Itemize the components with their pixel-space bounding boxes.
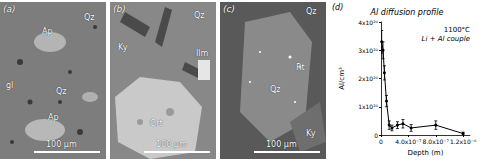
html-text:(c): (c) xyxy=(223,4,235,14)
html-text:(b): (b) xyxy=(113,4,126,14)
svg-text:Al/cm³: Al/cm³ xyxy=(338,67,346,90)
svg-text:(d): (d) xyxy=(332,3,343,12)
svg-text:3x10²⁰: 3x10²⁰ xyxy=(358,47,378,54)
html-text:Grt: Grt xyxy=(150,119,163,128)
svg-text:1x10²⁰: 1x10²⁰ xyxy=(358,103,378,110)
svg-text:Li + Al couple: Li + Al couple xyxy=(422,35,470,43)
html-text:100 μm: 100 μm xyxy=(156,140,187,149)
svg-text:0: 0 xyxy=(379,138,383,145)
svg-text:2x10²⁰: 2x10²⁰ xyxy=(358,75,378,82)
html-text:gl: gl xyxy=(6,81,14,90)
html-text:Qz: Qz xyxy=(194,11,205,20)
svg-text:1.2x10⁻⁶: 1.2x10⁻⁶ xyxy=(450,138,477,145)
html-text:Rt: Rt xyxy=(296,63,305,72)
html-text:100 μm: 100 μm xyxy=(46,140,77,149)
html-text:(a): (a) xyxy=(3,4,16,14)
svg-text:4x10²⁰: 4x10²⁰ xyxy=(358,19,378,26)
html-text:Ky: Ky xyxy=(118,43,128,52)
svg-text:Depth (m): Depth (m) xyxy=(408,149,444,157)
svg-text:1100°C: 1100°C xyxy=(444,26,470,34)
html-text:Ap: Ap xyxy=(48,113,59,122)
html-text:Qz: Qz xyxy=(84,13,95,22)
html-text:Ap: Ap xyxy=(42,27,53,36)
html-text:Qz: Qz xyxy=(56,87,67,96)
svg-text:0: 0 xyxy=(374,132,378,139)
html-text:Qz: Qz xyxy=(306,7,317,16)
svg-text:Al diffusion profile: Al diffusion profile xyxy=(370,8,444,17)
svg-text:8.0x10⁻⁷: 8.0x10⁻⁷ xyxy=(423,138,450,145)
html-text:100 μm: 100 μm xyxy=(266,140,297,149)
html-text:Ky: Ky xyxy=(306,129,316,138)
html-text:Ilm: Ilm xyxy=(196,49,209,58)
svg-text:4.0x10⁻⁷: 4.0x10⁻⁷ xyxy=(395,138,422,145)
html-text:Qz: Qz xyxy=(270,85,281,94)
